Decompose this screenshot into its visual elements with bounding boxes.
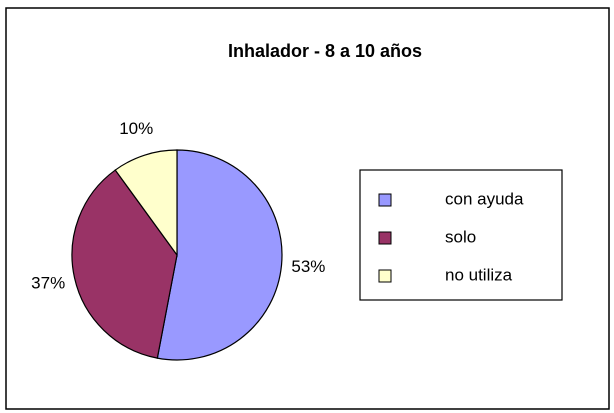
legend-swatch bbox=[378, 231, 392, 245]
legend-label: solo bbox=[445, 227, 476, 246]
data-label: 53% bbox=[291, 257, 325, 276]
legend-box bbox=[359, 169, 563, 301]
legend-label: no utiliza bbox=[445, 265, 513, 284]
legend-label: con ayuda bbox=[445, 189, 524, 208]
pie-slice bbox=[71, 169, 178, 359]
chart-title: Inhalador - 8 a 10 años bbox=[228, 41, 422, 61]
data-label: 10% bbox=[119, 119, 153, 138]
legend-swatch bbox=[378, 269, 392, 283]
data-label: 37% bbox=[31, 273, 65, 292]
pie-slice bbox=[114, 149, 178, 257]
pie-slice bbox=[156, 149, 283, 361]
legend-swatch bbox=[378, 193, 392, 207]
